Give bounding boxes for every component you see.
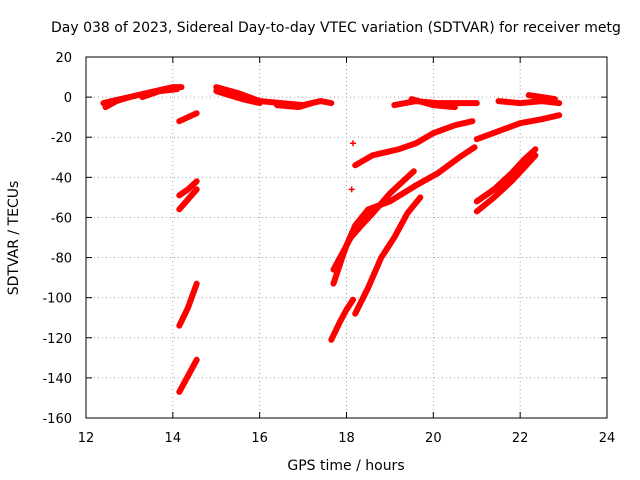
series-sdtvar: [100, 84, 563, 395]
data-trace: [525, 92, 558, 103]
x-tick-label: 18: [338, 431, 355, 446]
y-tick-label: 0: [64, 91, 72, 106]
x-tick-label: 20: [425, 431, 442, 446]
chart-title: Day 038 of 2023, Sidereal Day-to-day VTE…: [51, 20, 621, 36]
data-trace: [473, 112, 563, 143]
y-tick-label: -60: [51, 211, 72, 226]
data-trace: [330, 168, 417, 273]
y-tick-label: -140: [42, 372, 72, 387]
data-trace: [176, 110, 200, 125]
tick-label-layer: 12 14 16 18 20 22 24 -160 -140 -120 -100 -80 -60 -40 -…: [42, 51, 615, 446]
data-trace: [176, 186, 200, 213]
y-axis-title: SDTVAR / TECUs: [6, 181, 22, 296]
x-axis-title: GPS time / hours: [287, 458, 404, 474]
y-tick-label: -80: [51, 252, 72, 267]
x-tick-label: 12: [78, 431, 95, 446]
x-tick-label: 16: [251, 431, 268, 446]
y-tick-label: -160: [42, 412, 72, 427]
data-point-marker: [348, 186, 355, 193]
grid-layer: [86, 57, 607, 418]
data-trace: [352, 194, 424, 317]
y-tick-label: -120: [42, 332, 72, 347]
data-trace: [139, 86, 181, 101]
data-trace: [495, 98, 563, 107]
data-trace: [274, 100, 315, 111]
x-tick-label: 24: [599, 431, 616, 446]
data-point-marker: [350, 140, 357, 147]
data-trace: [352, 118, 476, 169]
data-trace: [213, 88, 263, 107]
data-trace: [473, 146, 539, 205]
y-tick-label: 20: [55, 51, 72, 66]
data-trace: [176, 356, 200, 395]
data-layer: [100, 84, 563, 395]
data-trace: [328, 296, 356, 343]
data-trace: [102, 94, 133, 111]
data-trace: [176, 178, 200, 199]
data-trace: [176, 280, 200, 329]
x-tick-label: 14: [165, 431, 182, 446]
plot-frame: [85, 56, 608, 419]
y-tick-label: -20: [51, 131, 72, 146]
data-trace: [408, 96, 458, 111]
data-trace: [473, 152, 539, 215]
y-tick-label: -40: [51, 171, 72, 186]
x-tick-label: 22: [512, 431, 529, 446]
y-tick-label: -100: [42, 292, 72, 307]
